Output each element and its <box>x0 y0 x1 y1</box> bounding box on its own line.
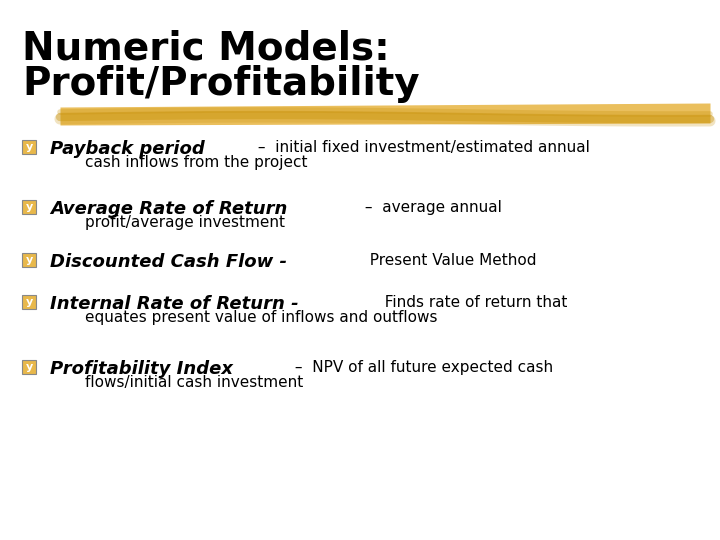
Text: Profitability Index: Profitability Index <box>50 360 233 378</box>
Text: Internal Rate of Return -: Internal Rate of Return - <box>50 295 299 313</box>
Text: y: y <box>25 202 32 212</box>
FancyBboxPatch shape <box>22 200 36 214</box>
FancyBboxPatch shape <box>22 295 36 309</box>
FancyBboxPatch shape <box>22 140 36 154</box>
Text: Payback period: Payback period <box>50 140 204 158</box>
Text: Numeric Models:: Numeric Models: <box>22 30 390 68</box>
Text: equates present value of inflows and outflows: equates present value of inflows and out… <box>85 310 438 325</box>
Text: –  initial fixed investment/estimated annual: – initial fixed investment/estimated ann… <box>253 140 590 155</box>
Text: Present Value Method: Present Value Method <box>360 253 536 268</box>
FancyBboxPatch shape <box>22 360 36 374</box>
Text: Profit/Profitability: Profit/Profitability <box>22 65 420 103</box>
Text: y: y <box>25 255 32 265</box>
Text: flows/initial cash investment: flows/initial cash investment <box>85 375 303 390</box>
Text: Discounted Cash Flow -: Discounted Cash Flow - <box>50 253 287 271</box>
Text: –  NPV of all future expected cash: – NPV of all future expected cash <box>289 360 553 375</box>
Text: y: y <box>25 297 32 307</box>
Text: –  average annual: – average annual <box>360 200 502 215</box>
Text: Finds rate of return that: Finds rate of return that <box>375 295 567 310</box>
Text: profit/average investment: profit/average investment <box>85 215 285 230</box>
Text: Average Rate of Return: Average Rate of Return <box>50 200 287 218</box>
FancyBboxPatch shape <box>22 253 36 267</box>
Text: y: y <box>25 362 32 372</box>
Text: cash inflows from the project: cash inflows from the project <box>85 155 307 170</box>
Text: y: y <box>25 142 32 152</box>
